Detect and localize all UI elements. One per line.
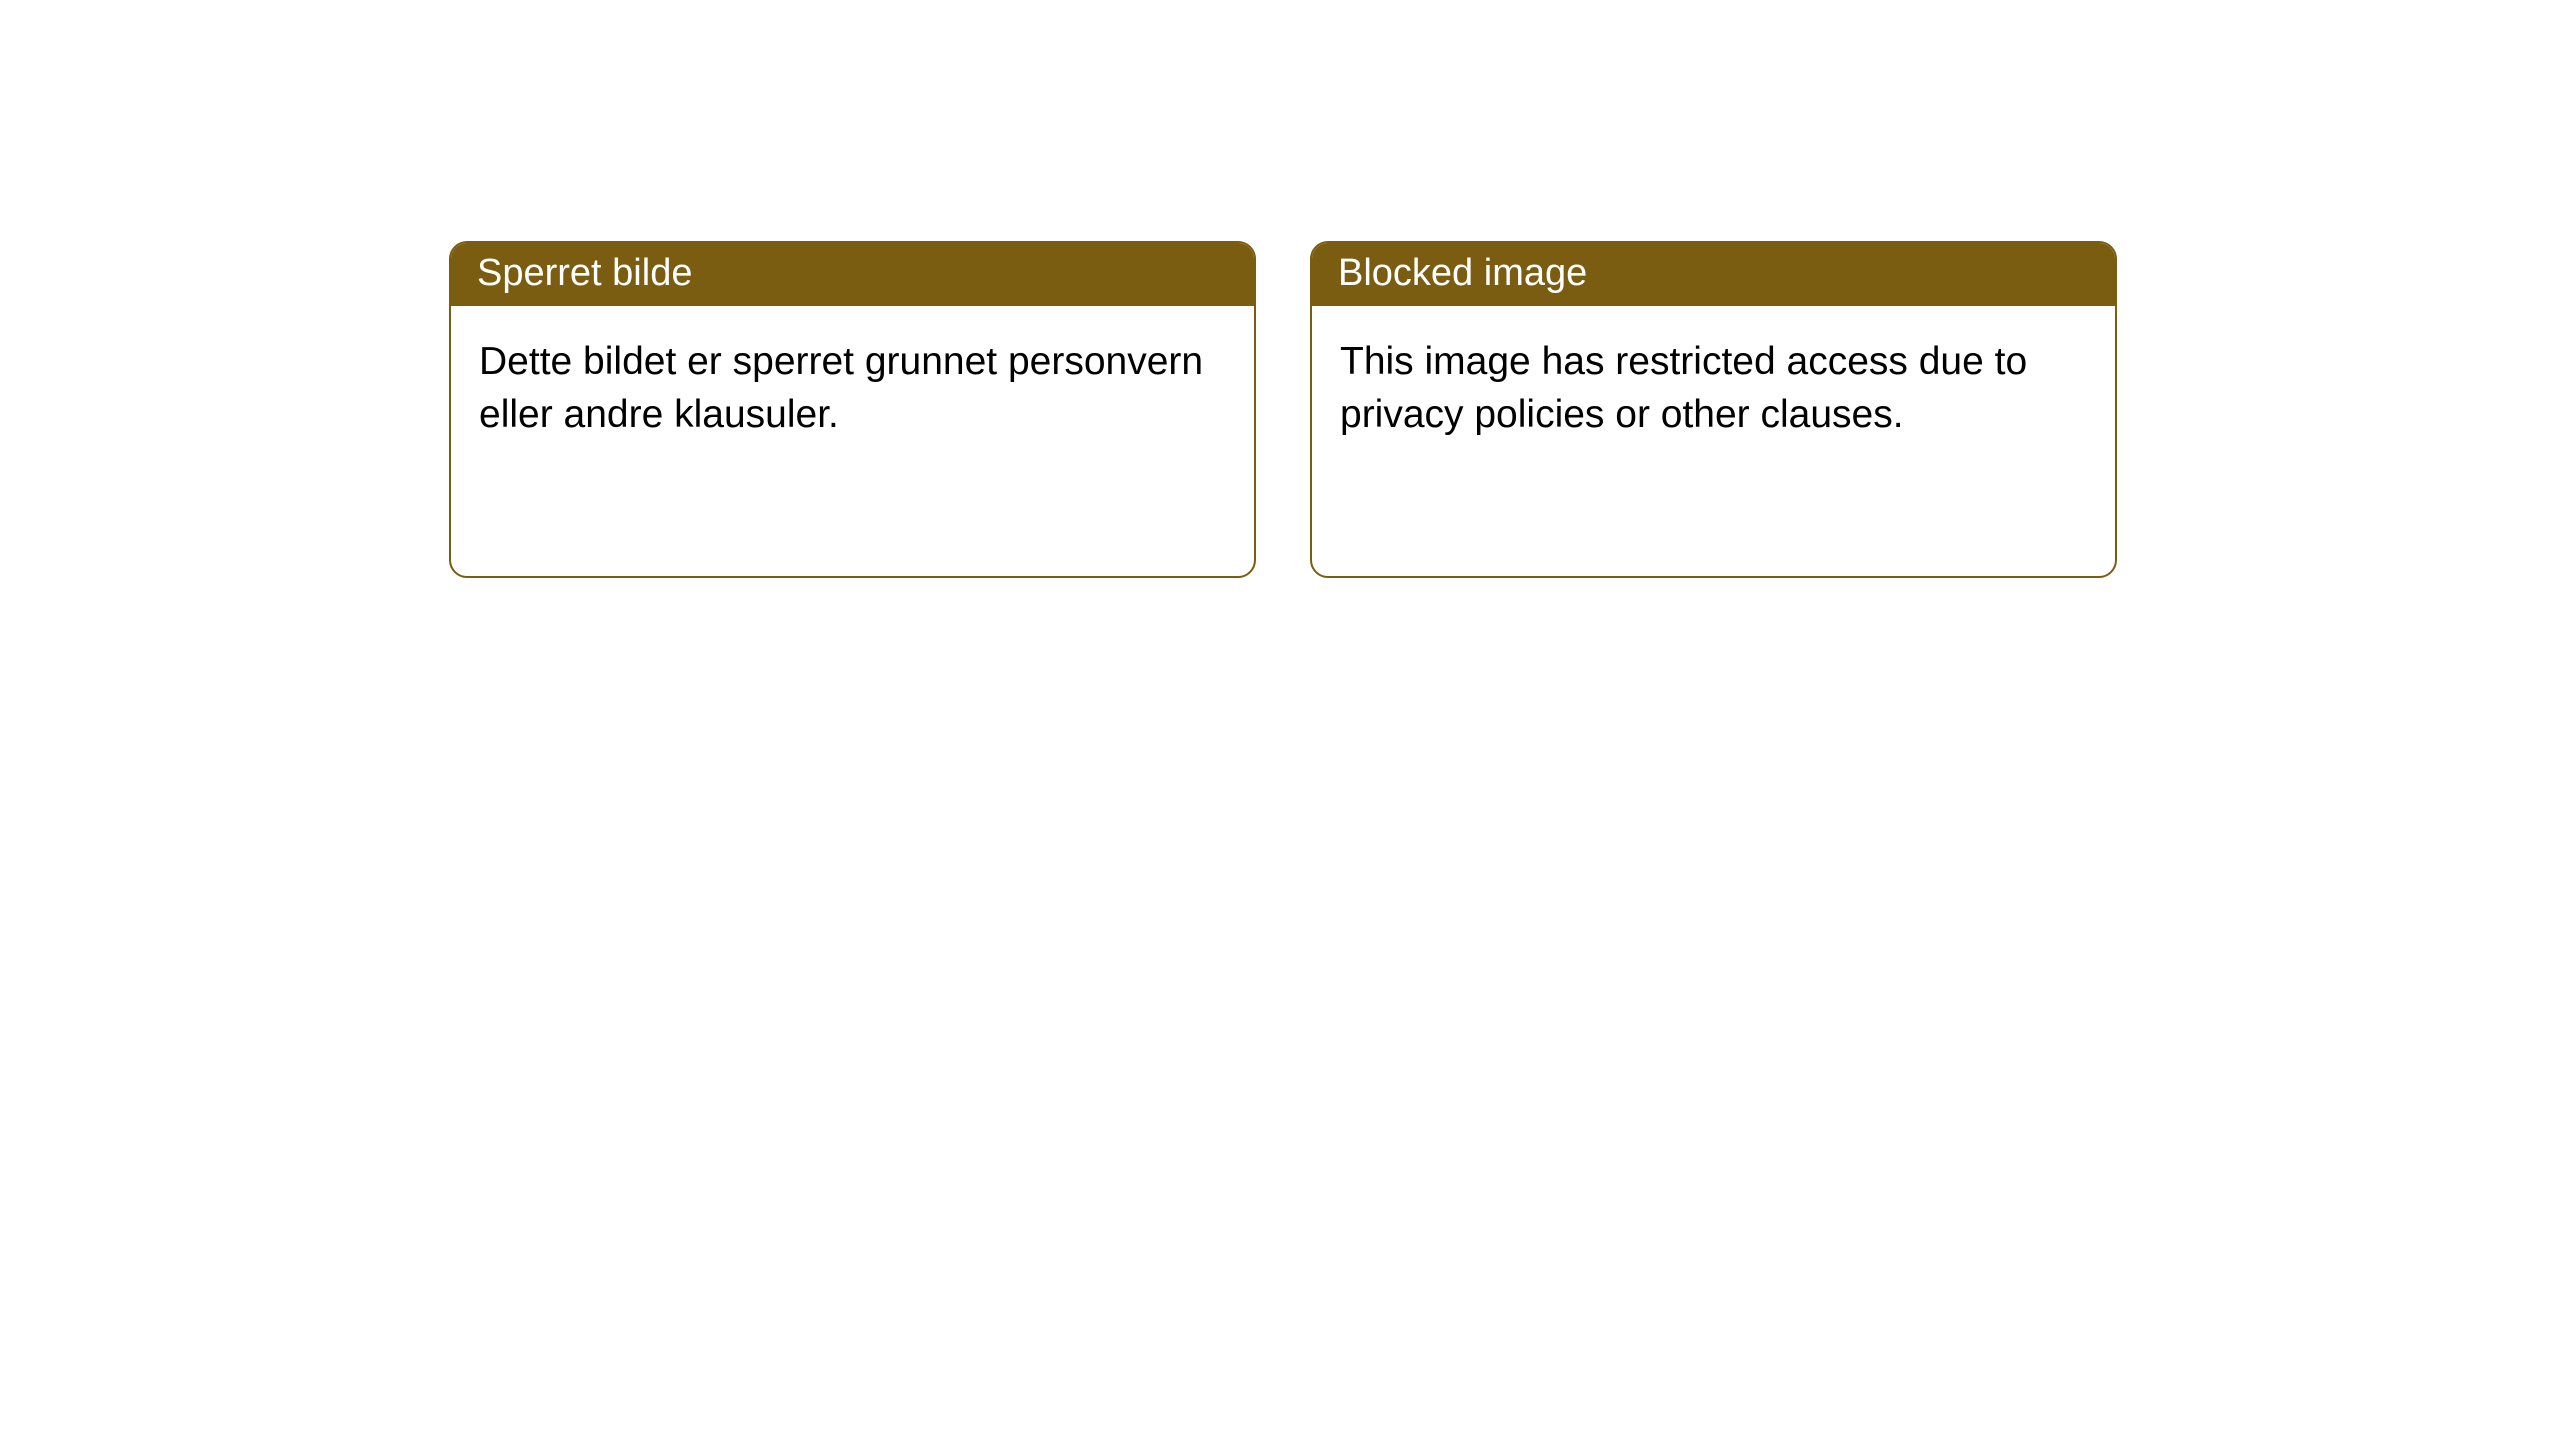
card-body: Dette bildet er sperret grunnet personve… [451, 306, 1254, 576]
blocked-image-card-en: Blocked image This image has restricted … [1310, 241, 2117, 578]
card-title: Sperret bilde [477, 252, 692, 294]
blocked-image-card-no: Sperret bilde Dette bildet er sperret gr… [449, 241, 1256, 578]
card-body: This image has restricted access due to … [1312, 306, 2115, 576]
card-header: Blocked image [1312, 243, 2115, 306]
card-body-text: This image has restricted access due to … [1340, 340, 2027, 436]
card-title: Blocked image [1338, 252, 1587, 294]
cards-container: Sperret bilde Dette bildet er sperret gr… [449, 241, 2117, 578]
card-header: Sperret bilde [451, 243, 1254, 306]
card-body-text: Dette bildet er sperret grunnet personve… [479, 340, 1203, 436]
